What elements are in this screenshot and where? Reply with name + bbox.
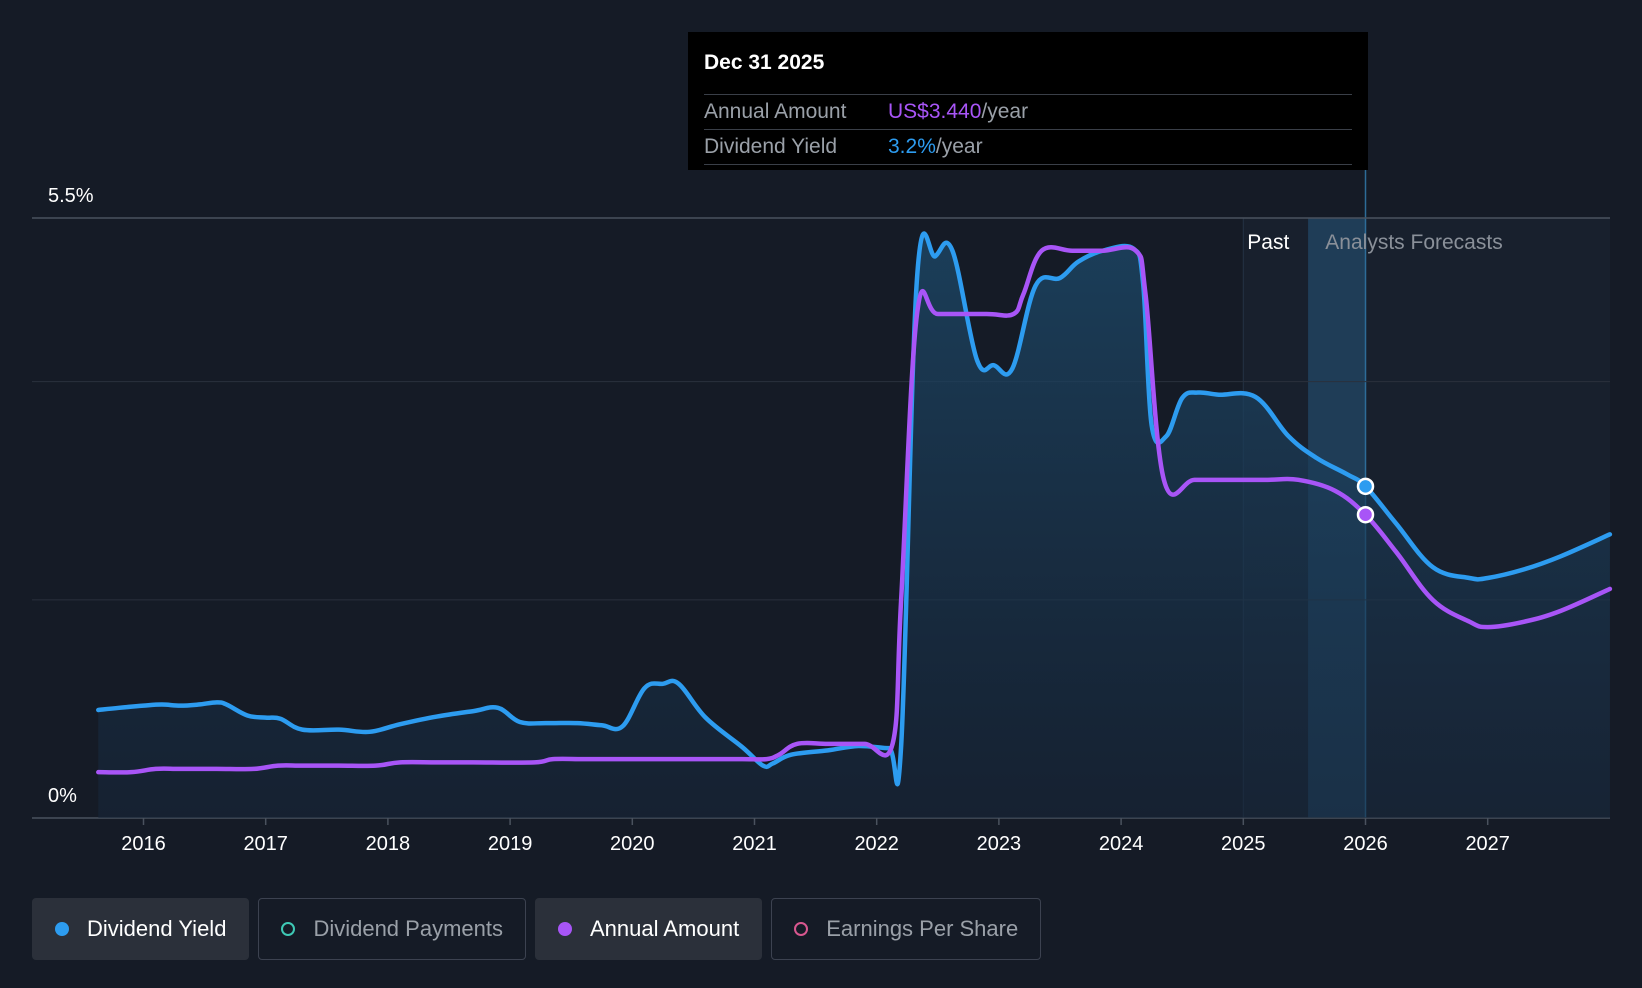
legend-annual-amount-dot-icon	[557, 922, 572, 936]
x-tick-label-2026: 2026	[1343, 833, 1388, 855]
x-tick-label-2023: 2023	[977, 833, 1022, 855]
tooltip-annual-amount-label: Annual Amount	[704, 100, 847, 123]
past-region-label: Past	[1247, 231, 1289, 254]
legend-dividend-payments-button[interactable]: Dividend Payments	[258, 898, 526, 960]
y-axis-label-max: 5.5%	[48, 185, 94, 207]
legend-earnings-per-share-button[interactable]: Earnings Per Share	[771, 898, 1042, 960]
y-axis-label-min: 0%	[48, 785, 77, 807]
legend-earnings-per-share-dot-icon	[794, 922, 809, 936]
x-tick-label-2024: 2024	[1099, 833, 1144, 855]
legend-dividend-yield-button[interactable]: Dividend Yield	[32, 898, 250, 960]
dividend-yield-area	[98, 233, 1610, 819]
x-tick-label-2027: 2027	[1465, 833, 1510, 855]
tooltip-annual-amount-row: Annual Amount US$3.440/year	[704, 94, 1352, 129]
tooltip-dividend-yield-label: Dividend Yield	[704, 135, 838, 158]
legend-dividend-yield-dot-icon	[55, 922, 69, 936]
legend-earnings-per-share-label: Earnings Per Share	[826, 916, 1019, 941]
chart-legend: Dividend Yield Dividend Payments Annual …	[32, 898, 1042, 960]
x-tick-label-2018: 2018	[366, 833, 411, 855]
legend-dividend-yield-label: Dividend Yield	[87, 916, 227, 941]
annual-amount-line	[96, 245, 1613, 775]
tooltip-dividend-yield-value: 3.2%	[888, 135, 936, 158]
forecast-region-label: Analysts Forecasts	[1325, 231, 1502, 254]
x-tick-label-2020: 2020	[610, 833, 655, 855]
x-tick-label-2016: 2016	[121, 833, 166, 855]
tooltip-date: Dec 31 2025	[704, 51, 825, 74]
tooltip-dividend-yield-row: Dividend Yield 3.2%/year	[704, 129, 1352, 165]
legend-dividend-payments-dot-icon	[281, 922, 296, 936]
x-tick-label-2017: 2017	[243, 833, 288, 855]
dividend-yield-hover-marker	[1356, 477, 1375, 496]
legend-annual-amount-button[interactable]: Annual Amount	[534, 898, 763, 960]
legend-dividend-payments-label: Dividend Payments	[313, 916, 503, 941]
tooltip-annual-amount-value: US$3.440	[888, 100, 982, 123]
legend-annual-amount-label: Annual Amount	[589, 916, 740, 941]
chart-tooltip: Dec 31 2025 Annual Amount US$3.440/year …	[688, 32, 1368, 170]
x-tick-label-2021: 2021	[732, 833, 777, 855]
x-tick-label-2025: 2025	[1221, 833, 1266, 855]
tooltip-annual-amount-unit: /year	[981, 100, 1029, 123]
annual-amount-hover-marker	[1356, 505, 1375, 524]
x-tick-label-2019: 2019	[488, 833, 533, 855]
x-tick-label-2022: 2022	[854, 833, 899, 855]
tooltip-dividend-yield-unit: /year	[935, 135, 983, 158]
